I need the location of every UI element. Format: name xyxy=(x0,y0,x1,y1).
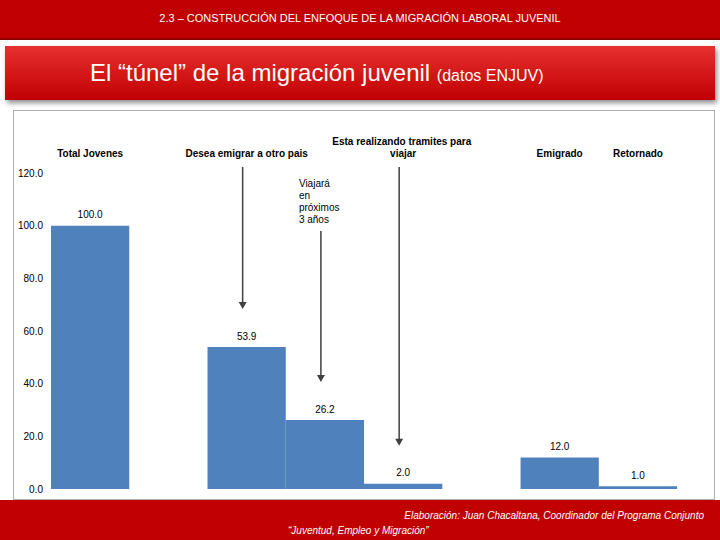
svg-text:53.9: 53.9 xyxy=(237,331,257,342)
svg-text:Esta realizando tramites para: Esta realizando tramites para xyxy=(332,136,474,147)
svg-text:Viajará: Viajará xyxy=(299,178,333,189)
svg-text:Retornado: Retornado xyxy=(613,148,663,159)
svg-text:120.0: 120.0 xyxy=(18,168,43,179)
svg-text:en: en xyxy=(299,190,313,201)
svg-text:viajar: viajar xyxy=(390,148,416,159)
svg-text:12.0: 12.0 xyxy=(550,441,570,452)
svg-text:Desea emigrar a otro pais: Desea emigrar a otro pais xyxy=(186,148,309,159)
svg-text:Total Jovenes: Total Jovenes xyxy=(57,148,123,159)
html-text:El “túnel” de la migración juv: El “túnel” de la migración juvenil(datos… xyxy=(90,59,544,86)
svg-text:100.0: 100.0 xyxy=(18,220,43,231)
svg-text:3 años: 3 años xyxy=(299,214,329,225)
html-text:Elaboración: Juan Chacaltana,: Elaboración: Juan Chacaltana, Coordinado… xyxy=(404,510,704,521)
html-text:“Juventud, Empleo y Migración”: “Juventud, Empleo y Migración” xyxy=(288,525,429,536)
svg-text:1.0: 1.0 xyxy=(631,470,645,481)
svg-text:2.0: 2.0 xyxy=(396,467,410,478)
html-text:2.3 – CONSTRUCCIÓN DEL ENFOQUE: 2.3 – CONSTRUCCIÓN DEL ENFOQUE DE LA MIG… xyxy=(159,12,561,24)
svg-text:20.0: 20.0 xyxy=(24,431,44,442)
svg-text:26.2: 26.2 xyxy=(315,404,335,415)
svg-text:40.0: 40.0 xyxy=(24,378,44,389)
svg-text:Emigrado: Emigrado xyxy=(537,148,583,159)
svg-text:próximos: próximos xyxy=(299,202,342,213)
svg-text:0.0: 0.0 xyxy=(29,484,43,495)
svg-text:100.0: 100.0 xyxy=(78,209,103,220)
svg-text:60.0: 60.0 xyxy=(24,326,44,337)
svg-text:80.0: 80.0 xyxy=(24,273,44,284)
